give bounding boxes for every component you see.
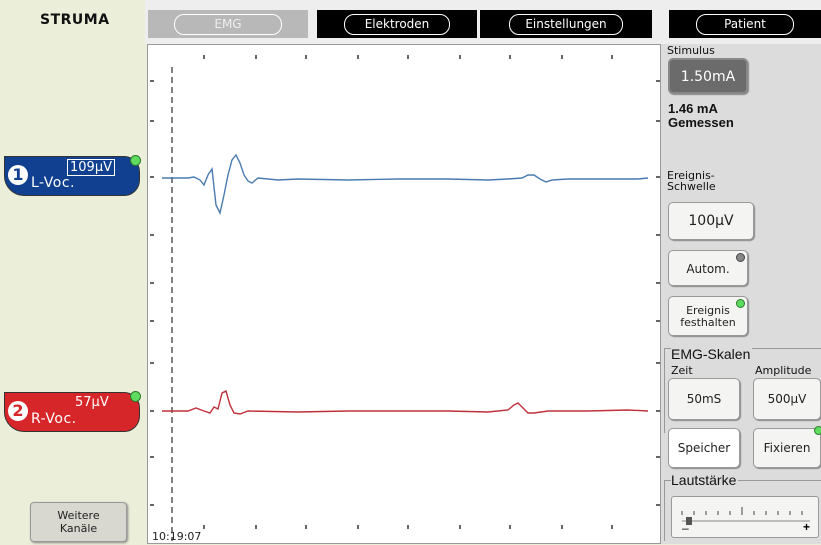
tab-label: Patient <box>696 14 794 35</box>
tab-patient[interactable]: Patient <box>669 10 821 38</box>
channel-amplitude: 57µV <box>75 395 109 410</box>
more-channels-label-1: Weitere <box>31 509 126 522</box>
channel-1-badge[interactable]: 1 109µV L-Voc. <box>4 156 140 196</box>
fix-button[interactable]: Fixieren <box>753 428 821 468</box>
channel-label: L-Voc. <box>31 175 75 191</box>
channel-sidebar <box>0 0 145 544</box>
amplitude-label: Amplitude <box>755 364 811 377</box>
more-channels-label-2: Kanäle <box>31 522 126 535</box>
threshold-label: Ereignis- Schwelle <box>667 170 716 192</box>
status-led-icon <box>130 155 141 166</box>
more-channels-button[interactable]: Weitere Kanäle <box>30 502 127 542</box>
emg-scales-title: EMG-Skalen <box>671 346 752 362</box>
channel-number: 1 <box>8 165 28 185</box>
tab-bar: EMG Elektroden Einstellungen Patient <box>145 0 821 44</box>
amplitude-scale-button[interactable]: 500µV <box>753 378 821 420</box>
tab-label: Elektroden <box>344 14 450 35</box>
app-title: STRUMA <box>40 12 110 28</box>
timestamp: 10:19:07 <box>152 530 201 543</box>
stimulus-label: Stimulus <box>667 44 715 57</box>
fix-label: Fixieren <box>764 441 811 455</box>
tab-elektroden[interactable]: Elektroden <box>317 10 477 38</box>
save-button[interactable]: Speicher <box>668 428 740 468</box>
tab-emg[interactable]: EMG <box>148 10 308 38</box>
event-hold-label-2: festhalten <box>680 316 736 329</box>
volume-max-icon: + <box>803 520 810 534</box>
status-led-icon <box>736 299 745 308</box>
event-hold-button[interactable]: Ereignis festhalten <box>668 296 748 336</box>
channel-2-trace <box>162 391 648 414</box>
volume-title: Lautstärke <box>671 472 738 488</box>
status-led-icon <box>814 426 821 435</box>
volume-slider[interactable]: – + <box>671 496 819 538</box>
time-scale-button[interactable]: 50mS <box>668 378 740 420</box>
zeit-label: Zeit <box>671 364 693 377</box>
volume-min-icon: – <box>682 521 689 535</box>
status-led-icon <box>736 253 745 262</box>
tab-label: Einstellungen <box>509 14 623 35</box>
emg-traces <box>148 45 662 545</box>
threshold-button[interactable]: 100µV <box>668 202 754 240</box>
channel-2-badge[interactable]: 2 57µV R-Voc. <box>4 392 140 432</box>
channel-number: 2 <box>8 401 28 421</box>
autom-label: Autom. <box>686 262 729 276</box>
status-led-icon <box>130 391 141 402</box>
channel-label: R-Voc. <box>31 411 77 427</box>
emg-plot[interactable] <box>147 44 661 544</box>
control-panel: Stimulus 1.50mA 1.46 mA Gemessen Ereigni… <box>661 44 821 544</box>
volume-ticks <box>672 497 818 537</box>
stimulus-button[interactable]: 1.50mA <box>668 58 748 94</box>
channel-amplitude: 109µV <box>67 159 115 176</box>
stimulus-measured-label: Gemessen <box>668 116 734 130</box>
threshold-label-2: Schwelle <box>667 180 716 193</box>
tab-einstellungen[interactable]: Einstellungen <box>480 10 652 38</box>
stimulus-measured-value: 1.46 mA <box>668 102 734 116</box>
channel-1-trace <box>162 155 648 213</box>
tab-label: EMG <box>174 14 282 35</box>
stimulus-measured: 1.46 mA Gemessen <box>668 102 734 130</box>
autom-button[interactable]: Autom. <box>668 250 748 286</box>
